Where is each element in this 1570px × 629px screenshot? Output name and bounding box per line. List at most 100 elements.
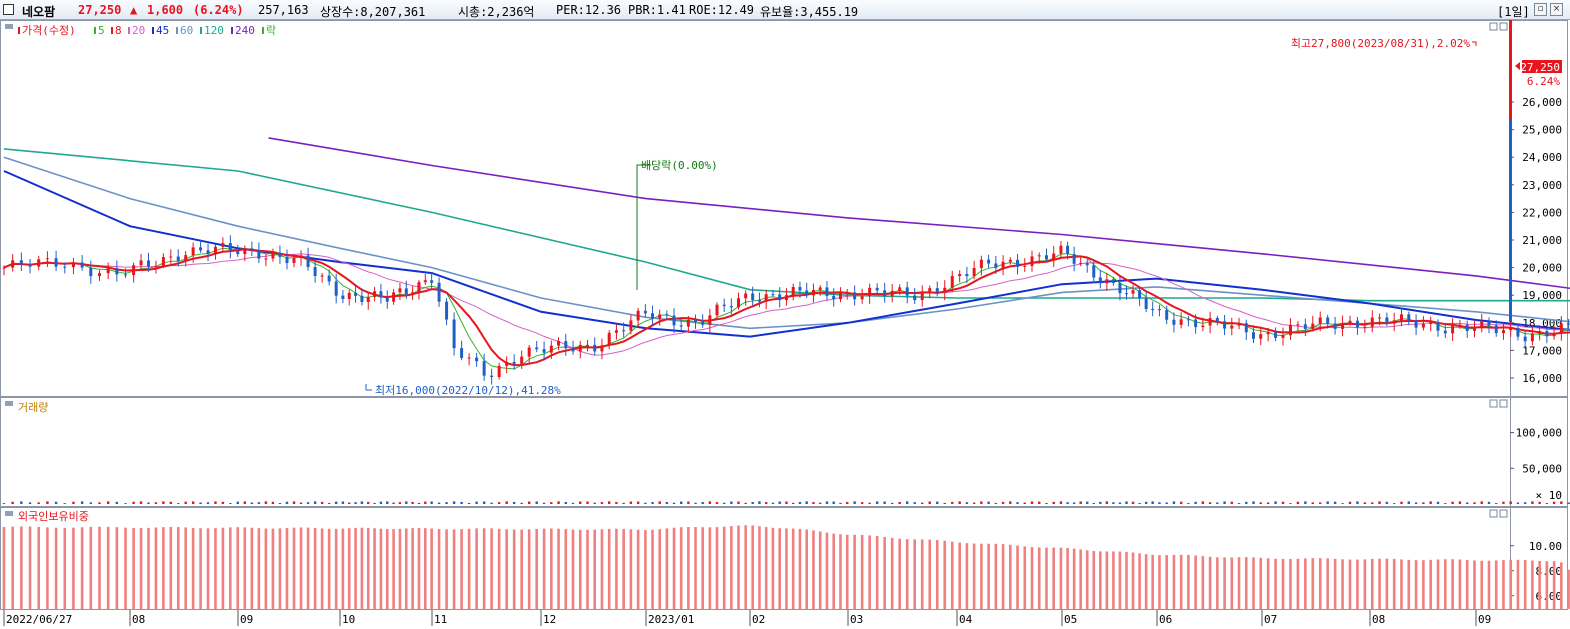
foreign-bar: [771, 527, 775, 609]
period-selector[interactable]: [1일]: [1497, 5, 1530, 19]
candle-body: [520, 356, 524, 364]
volume-bar: [177, 503, 180, 504]
candle-body: [542, 349, 546, 353]
foreign-bar: [1407, 559, 1411, 609]
candle-body: [958, 274, 962, 277]
foreign-bar: [1187, 555, 1190, 609]
candle-body: [482, 361, 486, 376]
candle-body: [1392, 320, 1396, 324]
candle-body: [1355, 320, 1359, 328]
restore-icon[interactable]: ▫: [1534, 3, 1547, 16]
volume-bar: [184, 501, 187, 504]
foreign-bar: [708, 527, 712, 609]
volume-bar: [1516, 502, 1520, 504]
foreign-bar: [1545, 561, 1549, 609]
volume-bar: [527, 501, 531, 504]
volume-bar: [236, 501, 239, 504]
candle-body: [614, 330, 618, 333]
volume-bar: [1281, 501, 1285, 504]
candle-body: [115, 268, 119, 275]
volume-bar: [1466, 502, 1469, 504]
candle-body: [341, 295, 345, 299]
foreign-bar: [392, 529, 395, 609]
volume-bar: [1131, 501, 1135, 504]
candle-body: [1303, 324, 1307, 329]
candle-body: [672, 315, 676, 326]
dividend-marker-line: [636, 164, 651, 290]
volume-bar: [243, 501, 247, 504]
candle-body: [106, 268, 110, 274]
volume-bar: [1187, 503, 1190, 504]
volume-bar: [1436, 501, 1440, 504]
volume-bar: [1326, 501, 1329, 504]
last-price-box: [1522, 60, 1562, 73]
candle-body: [805, 290, 809, 296]
legend-label: 240: [235, 24, 255, 37]
volume-bar: [292, 501, 296, 504]
foreign-bar: [798, 528, 802, 609]
price-tick-label: 20,000: [1522, 262, 1562, 275]
candle-body: [184, 255, 188, 262]
volume-bar: [751, 502, 754, 504]
volume-bar: [271, 501, 275, 504]
foreign-bar: [320, 528, 324, 609]
candle-body: [169, 256, 173, 258]
volume-bar: [54, 501, 58, 504]
volume-bar: [1429, 501, 1432, 504]
ma120-line: [3, 148, 1570, 302]
foreign-bar: [1138, 553, 1141, 609]
roe-value: ROE:12.49: [689, 3, 755, 17]
volume-bar: [913, 502, 916, 504]
volume-tick-label: 100,000: [1516, 427, 1562, 440]
foreign-bar: [1531, 560, 1534, 609]
header-checkbox[interactable]: [3, 4, 14, 15]
volume-bar: [535, 501, 538, 504]
close-icon[interactable]: ×: [1550, 3, 1563, 16]
foreign-bar: [1172, 554, 1176, 609]
legend-swatch: [128, 27, 130, 34]
foreign-bar: [527, 529, 531, 609]
foreign-bar: [214, 528, 217, 609]
foreign-bar: [1045, 547, 1048, 609]
volume-bar: [348, 502, 351, 504]
foreign-bar: [1304, 558, 1307, 609]
foreign-bar: [398, 528, 402, 609]
foreign-bar: [615, 528, 618, 609]
candle-body: [913, 295, 917, 301]
foreign-bar: [341, 528, 345, 609]
current-price: 27,250: [78, 3, 122, 17]
candle-body: [1072, 254, 1076, 264]
foreign-bar: [1516, 559, 1520, 609]
foreign-bar: [124, 527, 127, 609]
candle-body: [1151, 308, 1155, 310]
candle-body: [535, 347, 539, 350]
dividend-annotation: 배당락(0.00%): [641, 159, 718, 172]
candle-body: [1138, 290, 1142, 299]
volume-bar: [1509, 501, 1512, 504]
foreign-bar: [965, 543, 969, 609]
foreign-bar: [1356, 559, 1359, 609]
volume-tick-label: 50,000: [1522, 462, 1562, 475]
foreign-bar: [1429, 559, 1432, 609]
foreign-bar: [593, 529, 597, 609]
volume-bar: [1333, 501, 1337, 504]
foreign-bar: [818, 531, 822, 609]
candle-body: [1473, 328, 1477, 331]
candle-body: [818, 287, 822, 290]
foreign-bar: [115, 527, 119, 609]
volume-bar: [1304, 501, 1307, 504]
foreign-bar: [2, 527, 6, 609]
candle-body: [1311, 323, 1315, 329]
volume-bar: [467, 502, 471, 504]
foreign-bar: [28, 526, 32, 609]
foreign-bar: [550, 528, 553, 609]
volume-bar: [106, 501, 110, 504]
candle-body: [557, 341, 561, 346]
candle-body: [97, 273, 101, 277]
x-tick-label: 07: [1264, 613, 1277, 626]
candle-body: [360, 295, 364, 302]
volume-bar: [1363, 502, 1367, 504]
foreign-bar: [299, 527, 303, 609]
foreign-bar: [191, 527, 195, 609]
x-tick-label: 05: [1064, 613, 1077, 626]
